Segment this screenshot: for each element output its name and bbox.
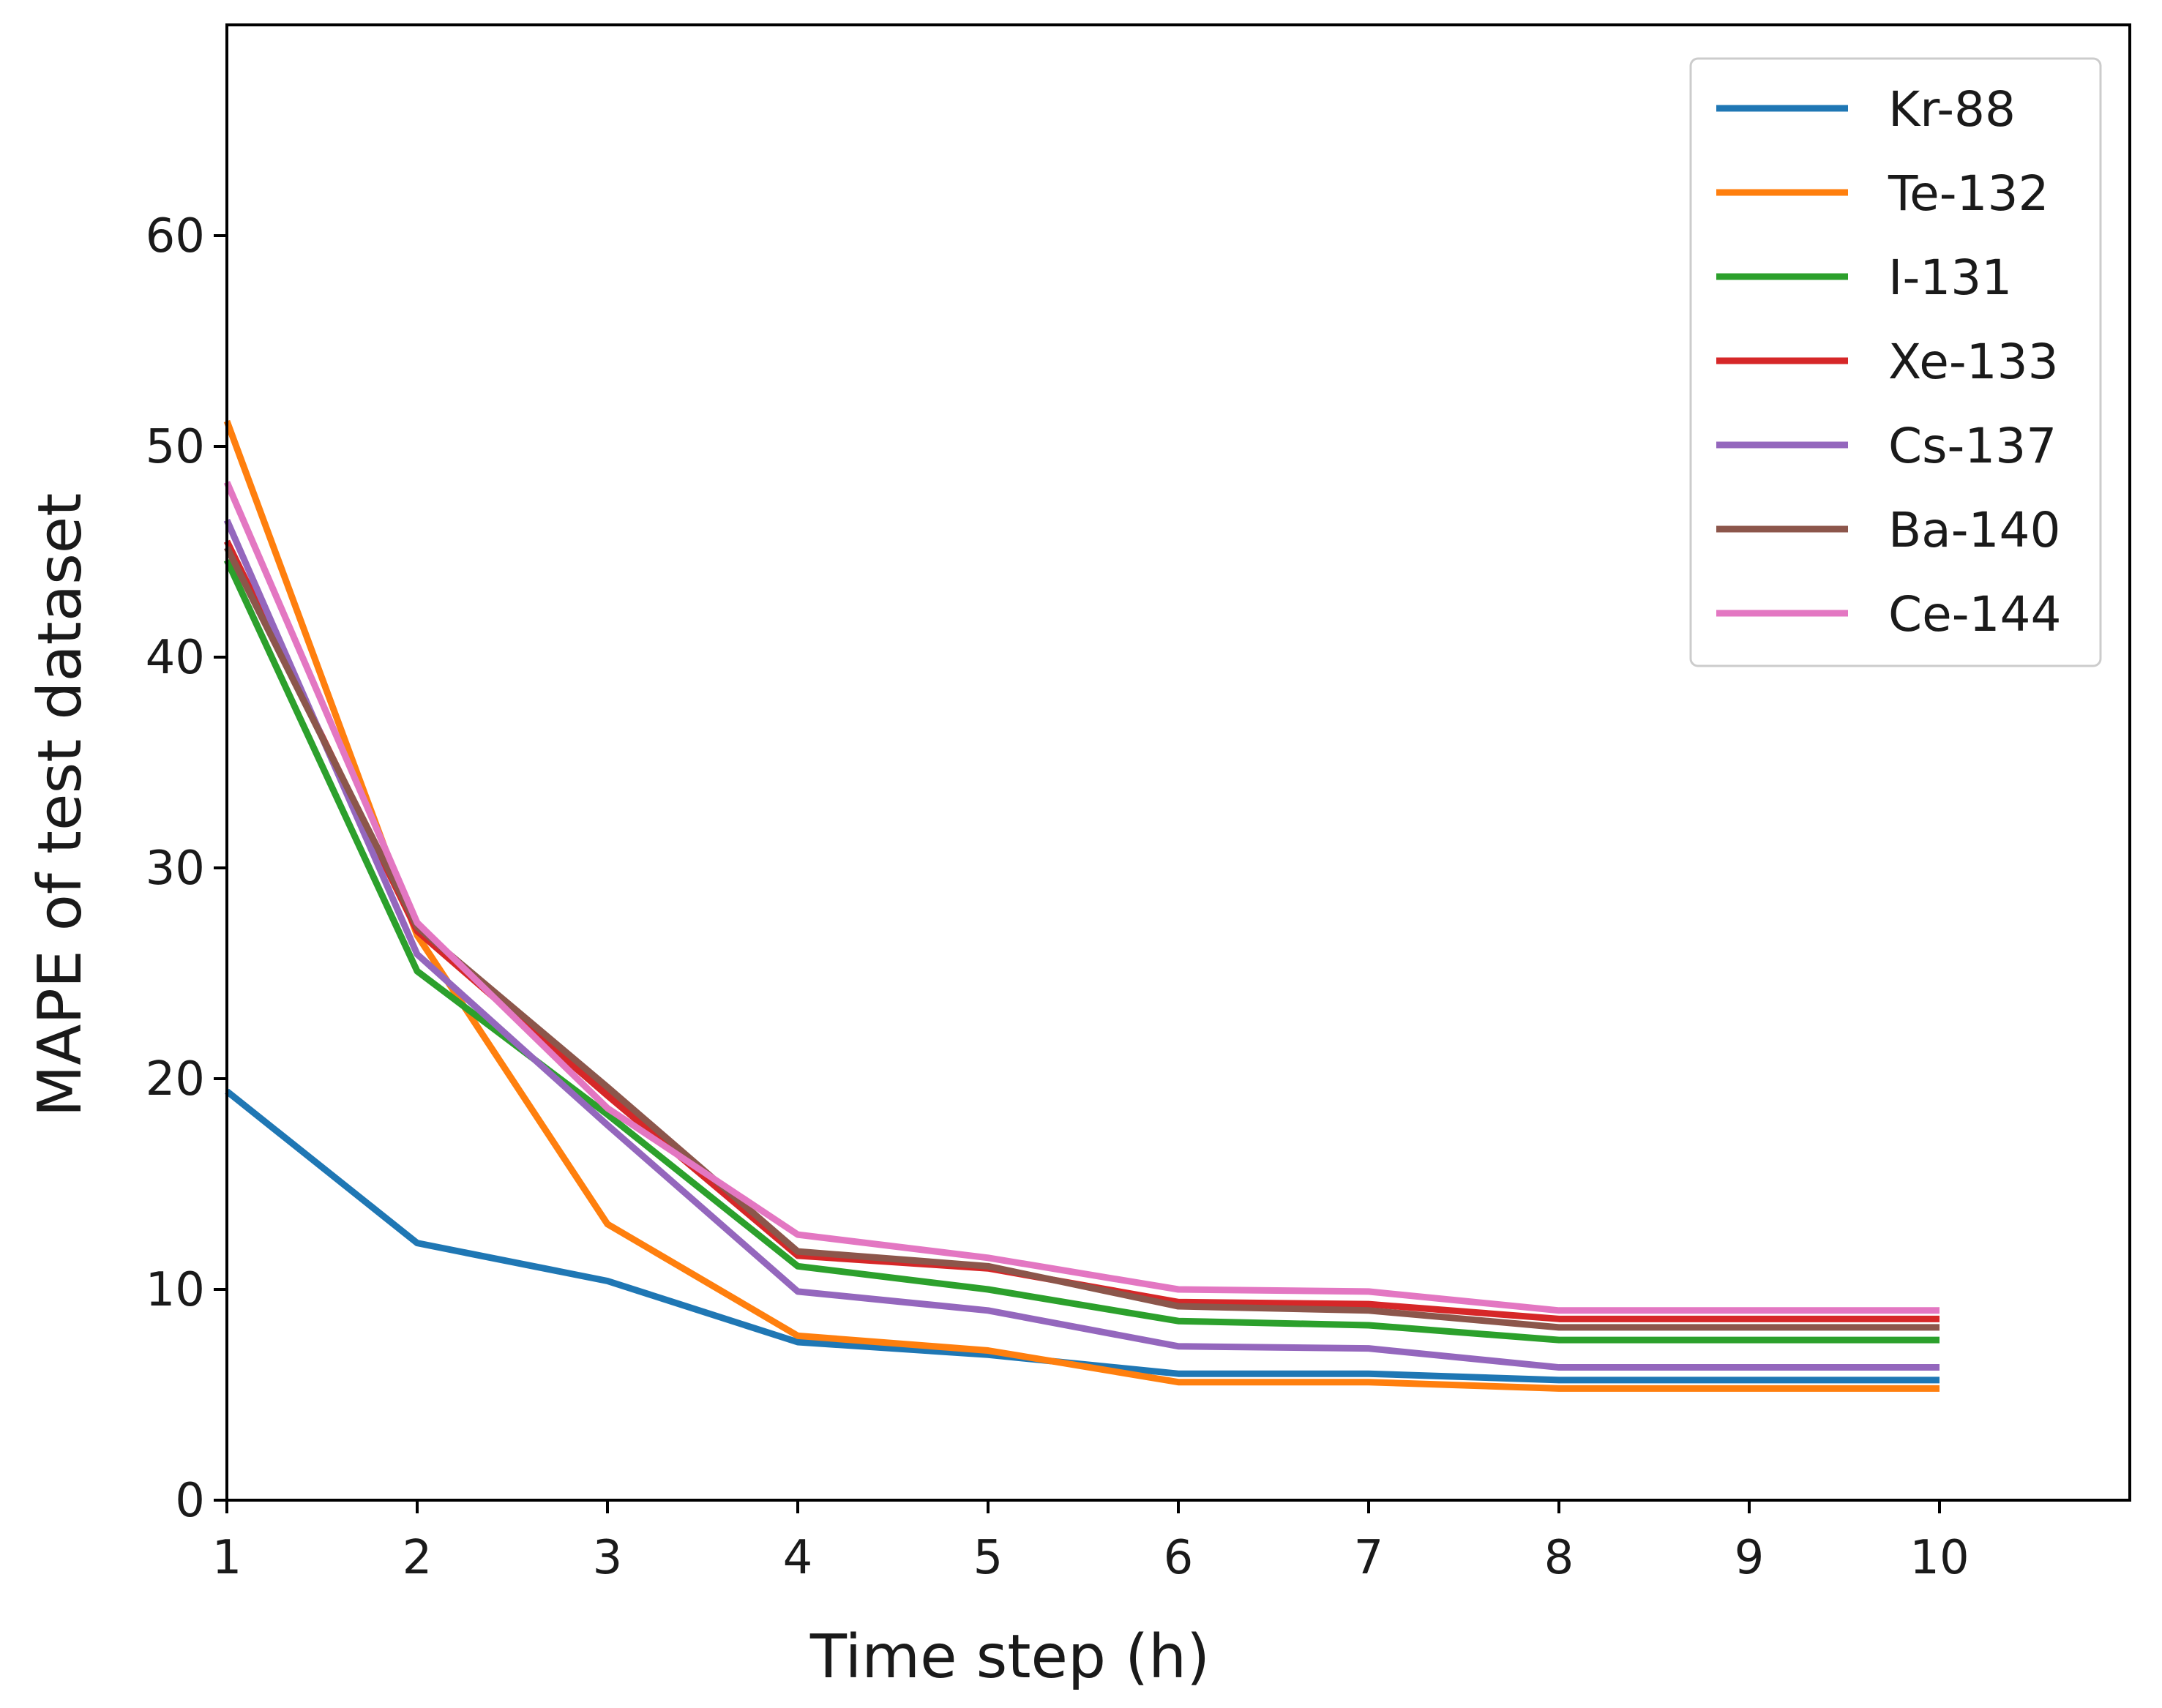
y-tick-label: 0 [175,1474,205,1528]
legend-label: Ba-140 [1888,502,2061,558]
y-tick-label: 20 [146,1052,205,1106]
y-axis-title: MAPE of test dataset [26,493,95,1117]
legend: Kr-88 Te-132 I-131 Xe-133 Cs-137 Ba-140 Ce-144 [1689,57,2102,667]
x-tick-label: 1 [212,1531,242,1585]
y-tick-label: 40 [146,631,205,685]
x-tick-label: 3 [593,1531,623,1585]
plot-lines [223,419,1940,1392]
series-line-te-132 [223,419,1940,1392]
y-tick-label: 10 [146,1263,205,1317]
legend-box [1689,57,2102,667]
x-tick-label: 10 [1909,1531,1969,1585]
y-tick-label: 30 [146,842,205,896]
legend-label: Cs-137 [1888,418,2057,474]
x-tick-label: 4 [783,1531,813,1585]
x-axis-ticks: 1 2 3 4 5 6 7 8 9 10 [212,1500,1970,1585]
legend-label: I-131 [1888,250,2012,306]
legend-label: Ce-144 [1888,586,2061,643]
x-axis-title: Time step (h) [809,1622,1210,1692]
x-tick-label: 7 [1354,1531,1384,1585]
series-line-ce-144 [223,481,1940,1314]
x-tick-label: 2 [403,1531,433,1585]
y-tick-label: 50 [146,420,205,474]
legend-label: Xe-133 [1888,334,2059,390]
x-tick-label: 5 [973,1531,1003,1585]
x-tick-label: 9 [1735,1531,1765,1585]
legend-label: Te-132 [1888,165,2049,222]
legend-label: Kr-88 [1888,81,2016,138]
x-tick-label: 6 [1164,1531,1194,1585]
series-line-ba-140 [223,546,1940,1331]
y-tick-label: 60 [146,209,205,263]
series-line-cs-137 [223,518,1940,1371]
y-axis-ticks: 0 10 20 30 40 50 60 [146,209,227,1528]
x-tick-label: 8 [1544,1531,1574,1585]
